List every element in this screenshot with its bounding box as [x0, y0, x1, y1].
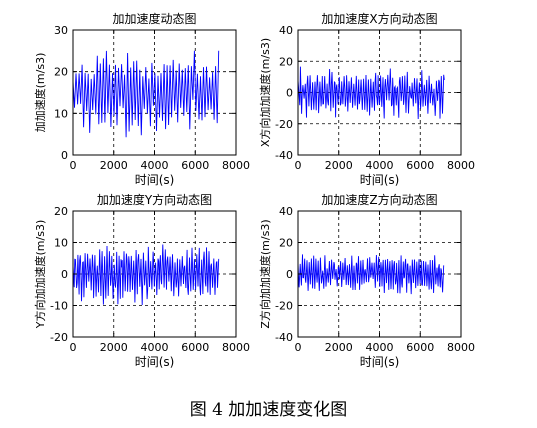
chart-title: 加加速度X方向动态图	[321, 11, 437, 26]
x-tick-label: 0	[295, 341, 302, 354]
y-tick-label: 40	[279, 205, 293, 218]
x-tick-label: 0	[295, 159, 302, 172]
x-tick-label: 4000	[141, 341, 169, 354]
y-tick-label: -20	[275, 300, 293, 313]
x-tick-label: 4000	[141, 159, 169, 172]
chart-title: 加加速度Y方向动态图	[97, 192, 212, 207]
series-line	[297, 254, 445, 295]
chart-title: 加加速度动态图	[112, 11, 196, 26]
chart-panel-4: 0 2000 4000 6000 8000 -40 -20 0 20 40 加加速度Z方向动态图时间…	[258, 192, 475, 369]
y-tick-label: 20	[279, 55, 293, 68]
x-tick-label: 6000	[181, 159, 209, 172]
chart-title: 加加速度Z方向动态图	[321, 192, 437, 207]
x-tick-label: 6000	[406, 159, 434, 172]
x-tick-label: 2000	[325, 159, 353, 172]
x-tick-label: 8000	[447, 159, 475, 172]
y-axis-label: X方向加加速度(m/s3)	[258, 38, 272, 147]
figure: 0 2000 4000 6000 80000102030加加速度动态图时间(s)加加速度…	[33, 11, 475, 369]
y-tick-label: -20	[275, 118, 293, 131]
x-tick-label: 8000	[222, 341, 250, 354]
y-tick-label: 0	[61, 268, 68, 281]
y-tick-label: 40	[279, 24, 293, 37]
x-tick-label: 2000	[100, 159, 128, 172]
y-tick-label: 0	[286, 268, 293, 281]
y-axis-label: Y方向加加速度(m/s3)	[33, 220, 47, 329]
x-tick-label: 8000	[447, 341, 475, 354]
x-axis-label: 时间(s)	[360, 173, 400, 187]
y-tick-label: 10	[54, 237, 68, 250]
y-tick-label: -40	[275, 331, 293, 344]
series-line	[72, 50, 220, 138]
y-tick-label: 20	[54, 205, 68, 218]
x-tick-label: 2000	[100, 341, 128, 354]
y-tick-label: 20	[54, 66, 68, 79]
x-tick-label: 6000	[406, 341, 434, 354]
x-tick-label: 6000	[181, 341, 209, 354]
y-axis-label: Z方向加加速度(m/s3)	[258, 219, 272, 328]
x-tick-label: 2000	[325, 341, 353, 354]
x-tick-label: 4000	[366, 341, 394, 354]
y-tick-label: -40	[275, 149, 293, 162]
y-tick-label: 20	[279, 237, 293, 250]
y-tick-label: 10	[54, 107, 68, 120]
y-tick-label: 0	[61, 149, 68, 162]
chart-panel-2: 0 2000 4000 6000 8000 -40 -20 0 20 40 加加速度X方向动态图时间…	[258, 11, 475, 187]
y-axis-label: 加加速度(m/s3)	[33, 53, 47, 133]
x-axis-label: 时间(s)	[360, 355, 400, 369]
y-tick-label: -20	[50, 331, 68, 344]
x-tick-label: 8000	[222, 159, 250, 172]
figure-caption: 图 4 加加速度变化图	[189, 400, 348, 420]
y-tick-label: 30	[54, 24, 68, 37]
series-line	[297, 66, 445, 120]
x-tick-label: 0	[70, 341, 77, 354]
x-axis-label: 时间(s)	[135, 173, 175, 187]
y-tick-label: 0	[286, 87, 293, 100]
chart-panel-3: 0 2000 4000 6000 8000 -20 -10 0 10 20 加加速度Y方向动态图时间…	[33, 192, 250, 369]
x-axis-label: 时间(s)	[135, 355, 175, 369]
series-line	[72, 244, 220, 306]
x-tick-label: 0	[70, 159, 77, 172]
y-tick-label: -10	[50, 300, 68, 313]
x-tick-label: 4000	[366, 159, 394, 172]
